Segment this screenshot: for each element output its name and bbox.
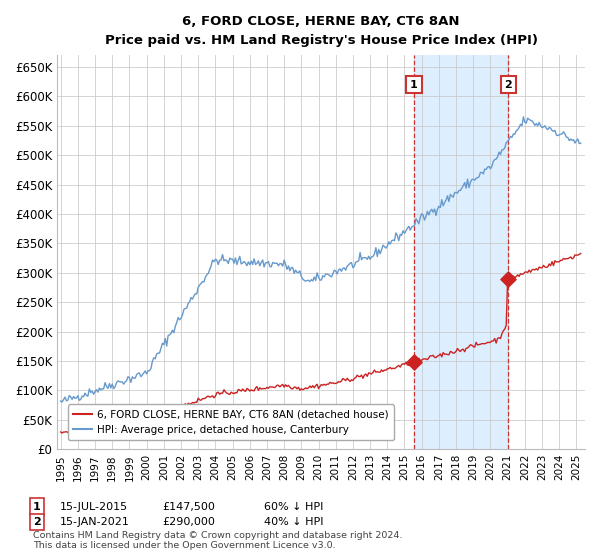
Text: 40% ↓ HPI: 40% ↓ HPI [264,517,323,527]
Point [503,274,513,283]
Text: 15-JUL-2015: 15-JUL-2015 [60,502,128,512]
Text: 15-JAN-2021: 15-JAN-2021 [60,517,130,527]
Bar [414,55,508,449]
Text: 2: 2 [505,80,512,90]
Text: 2: 2 [33,517,41,527]
Text: Contains HM Land Registry data © Crown copyright and database right 2024.
This d: Contains HM Land Registry data © Crown c… [33,531,403,550]
Legend: 6, FORD CLOSE, HERNE BAY, CT6 8AN (detached house), HPI: Average price, detached: 6, FORD CLOSE, HERNE BAY, CT6 8AN (detac… [68,404,394,440]
Text: £147,500: £147,500 [162,502,215,512]
Text: 1: 1 [33,502,41,512]
Title: 6, FORD CLOSE, HERNE BAY, CT6 8AN
Price paid vs. HM Land Registry's House Price : 6, FORD CLOSE, HERNE BAY, CT6 8AN Price … [104,15,538,47]
Text: 60% ↓ HPI: 60% ↓ HPI [264,502,323,512]
Text: £290,000: £290,000 [162,517,215,527]
Point [409,358,419,367]
Text: 1: 1 [410,80,418,90]
